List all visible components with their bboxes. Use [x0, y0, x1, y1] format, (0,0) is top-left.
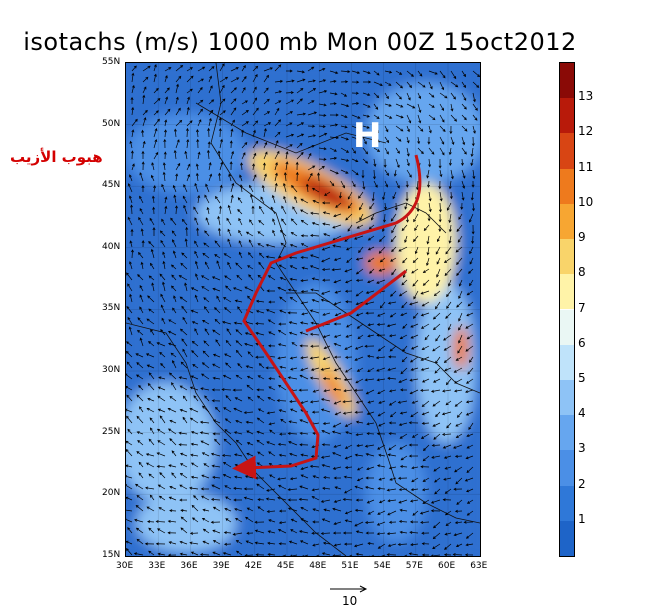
colorbar-label: 2 — [578, 476, 586, 491]
isotach-shading — [126, 63, 480, 556]
lat-label: 45N — [102, 180, 121, 191]
map-title: isotachs (m/s) 1000 mb Mon 00Z 15oct2012 — [23, 28, 577, 56]
colorbar-segment — [560, 309, 574, 345]
colorbar-segment — [560, 168, 574, 204]
lon-label: 39E — [212, 561, 230, 571]
colorbar-label: 9 — [578, 230, 586, 245]
colorbar-segment — [560, 239, 574, 275]
lon-label: 36E — [180, 561, 198, 571]
lat-label: 55N — [102, 57, 121, 67]
colorbar-segment — [560, 520, 574, 556]
colorbar-label: 1 — [578, 511, 586, 526]
lat-label: 40N — [102, 241, 121, 252]
wind-track-branch — [305, 269, 407, 333]
lon-label: 45E — [277, 561, 295, 571]
colorbar-label: 6 — [578, 335, 586, 350]
colorbar — [559, 62, 575, 557]
wind-track-arrow — [232, 154, 422, 480]
colorbar-label: 10 — [578, 194, 594, 209]
colorbar-label: 11 — [578, 159, 594, 174]
colorbar-segment — [560, 274, 574, 310]
lon-label: 57E — [405, 561, 423, 571]
lat-label: 20N — [102, 488, 121, 499]
lon-label: 63E — [470, 561, 488, 571]
lon-label: 33E — [148, 561, 166, 571]
lat-label: 50N — [102, 118, 121, 129]
colorbar-label: 13 — [578, 89, 594, 104]
lon-label: 48E — [309, 561, 327, 571]
colorbar-segment — [560, 98, 574, 134]
colorbar-label: 3 — [578, 441, 586, 456]
lon-label: 60E — [438, 561, 456, 571]
wind-field-map — [126, 63, 480, 556]
coastlines — [126, 63, 480, 556]
colorbar-segment — [560, 485, 574, 521]
colorbar-segment — [560, 379, 574, 416]
colorbar-segment — [560, 133, 574, 169]
wind-reference-label: 10 — [342, 594, 358, 608]
wind-reference-arrow — [330, 585, 368, 593]
lat-label: 25N — [102, 426, 121, 437]
colorbar-segment — [560, 63, 574, 99]
colorbar-label: 8 — [578, 265, 586, 280]
lon-label: 30E — [116, 561, 134, 571]
colorbar-label: 5 — [578, 370, 586, 385]
map-panel — [125, 62, 481, 557]
colorbar-segment — [560, 344, 574, 380]
colorbar-label: 7 — [578, 300, 586, 315]
colorbar-segment — [560, 415, 574, 451]
wind-vectors — [126, 63, 480, 556]
lat-label: 30N — [102, 365, 121, 375]
high-pressure-marker: H — [353, 116, 382, 156]
colorbar-label: 4 — [578, 406, 586, 421]
lon-label: 54E — [373, 561, 391, 571]
lon-label: 51E — [341, 561, 359, 571]
colorbar-segment — [560, 450, 574, 486]
lon-label: 42E — [244, 561, 262, 571]
colorbar-segment — [560, 203, 574, 240]
wind-event-label: هبوب الأزيب — [10, 148, 103, 166]
colorbar-label: 12 — [578, 124, 594, 139]
lat-label: 35N — [102, 303, 121, 314]
lat-label: 15N — [102, 549, 121, 560]
